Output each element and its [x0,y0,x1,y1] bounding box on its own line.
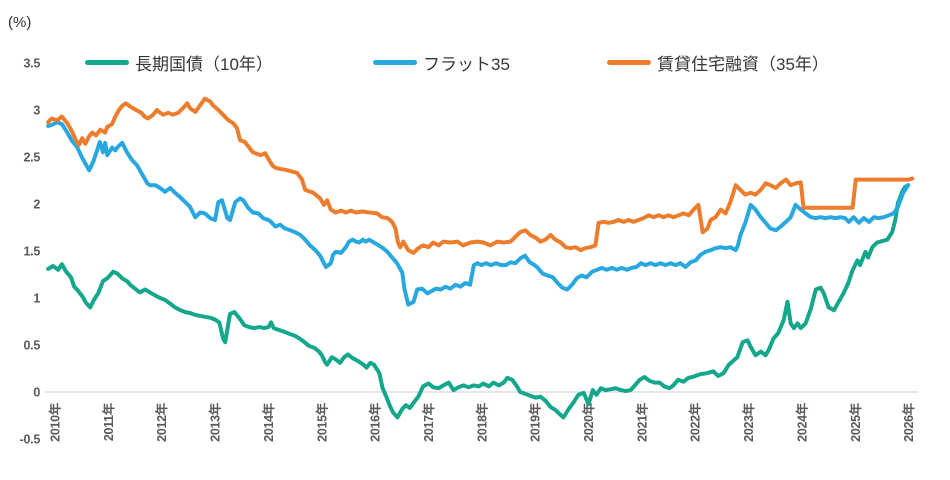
y-tick-label: 0 [33,386,40,400]
y-tick-label: 2 [33,198,40,212]
x-tick-label: 2016年 [368,402,383,442]
x-tick-label: 2018年 [474,402,489,442]
y-tick-label: 0.5 [24,339,41,353]
legend-swatch-jgb10-icon [85,60,129,65]
chart-legend: 長期国債（10年） フラット35 賃貸住宅融資（35年） [0,46,950,75]
series-line-rental35 [46,96,915,255]
series-line-jgb10 [46,183,911,420]
y-tick-label: 3.5 [24,57,41,71]
legend-item-jgb10: 長期国債（10年） [85,50,273,75]
legend-item-rental35: 賃貸住宅融資（35年） [607,50,829,75]
series-line-flat35 [46,120,911,307]
legend-swatch-flat35-icon [373,60,417,65]
y-tick-label: -0.5 [20,433,41,447]
legend-label-jgb10: 長期国債（10年） [135,55,273,74]
x-tick-label: 2012年 [154,402,169,442]
y-axis-unit-label: (%) [8,14,32,31]
legend-label-flat35: フラット35 [423,55,510,74]
x-tick-label: 2023年 [741,402,756,442]
x-tick-label: 2015年 [314,402,329,442]
x-tick-label: 2019年 [528,402,543,442]
x-tick-label: 2013年 [208,402,223,442]
legend-label-rental35: 賃貸住宅融資（35年） [657,55,829,74]
x-tick-label: 2022年 [688,402,703,442]
legend-swatch-rental35-icon [607,60,651,65]
x-tick-label: 2021年 [634,402,649,442]
x-tick-label: 2026年 [901,402,916,442]
x-tick-label: 2017年 [421,402,436,442]
x-tick-label: 2014年 [261,402,276,442]
x-tick-label: 2025年 [848,402,863,442]
y-tick-label: 3 [33,104,40,118]
legend-item-flat35: フラット35 [373,50,510,75]
x-tick-label: 2011年 [101,402,116,441]
x-tick-label: 2010年 [48,402,63,442]
x-tick-label: 2020年 [581,402,596,442]
x-tick-label: 2024年 [794,402,809,442]
y-tick-label: 1.5 [24,245,41,259]
y-tick-label: 2.5 [24,151,41,165]
y-tick-label: 1 [33,292,40,306]
